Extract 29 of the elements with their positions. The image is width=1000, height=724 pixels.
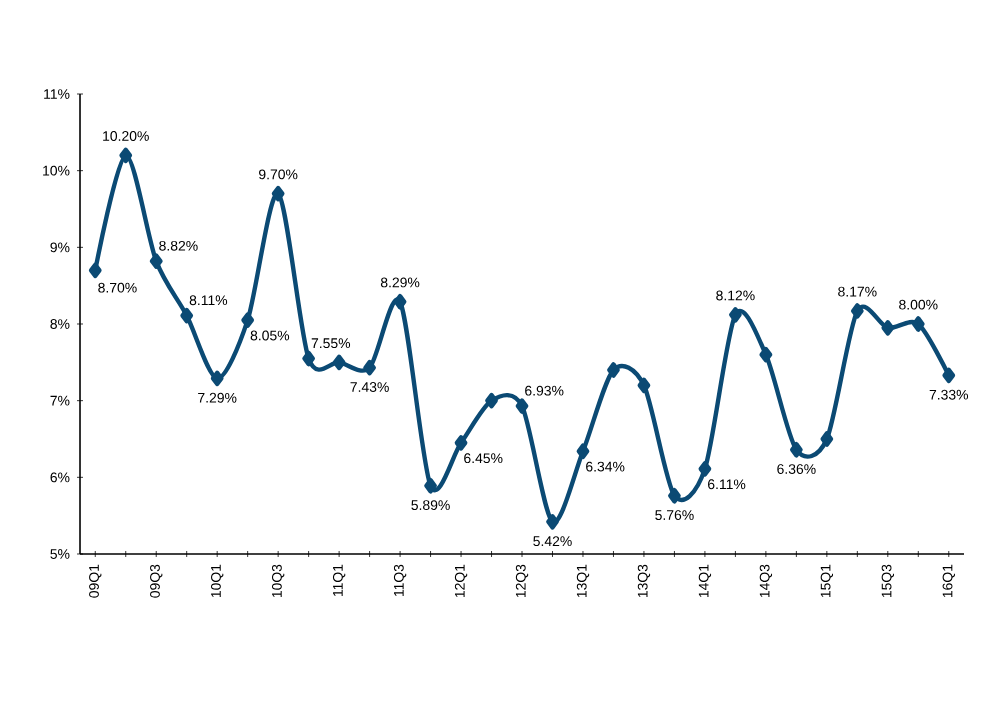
point bbox=[363, 359, 376, 376]
point bbox=[759, 346, 773, 363]
point bbox=[850, 303, 864, 319]
point bbox=[210, 370, 224, 387]
point bbox=[881, 320, 895, 336]
point bbox=[576, 443, 590, 460]
point bbox=[668, 487, 681, 504]
point bbox=[332, 354, 346, 371]
point bbox=[637, 377, 651, 394]
point bbox=[88, 262, 102, 279]
point bbox=[607, 362, 620, 378]
point bbox=[942, 367, 956, 384]
point bbox=[393, 294, 407, 310]
point bbox=[454, 435, 468, 451]
point bbox=[119, 147, 133, 164]
point bbox=[820, 431, 834, 447]
point bbox=[789, 441, 803, 458]
point bbox=[729, 307, 742, 323]
point bbox=[271, 185, 285, 202]
point bbox=[149, 253, 163, 269]
point bbox=[485, 392, 498, 409]
point bbox=[911, 316, 925, 332]
point bbox=[424, 478, 437, 494]
point bbox=[698, 461, 712, 477]
point bbox=[180, 307, 194, 324]
point bbox=[302, 350, 315, 367]
point bbox=[515, 398, 529, 414]
point bbox=[241, 312, 255, 328]
point bbox=[546, 514, 559, 530]
